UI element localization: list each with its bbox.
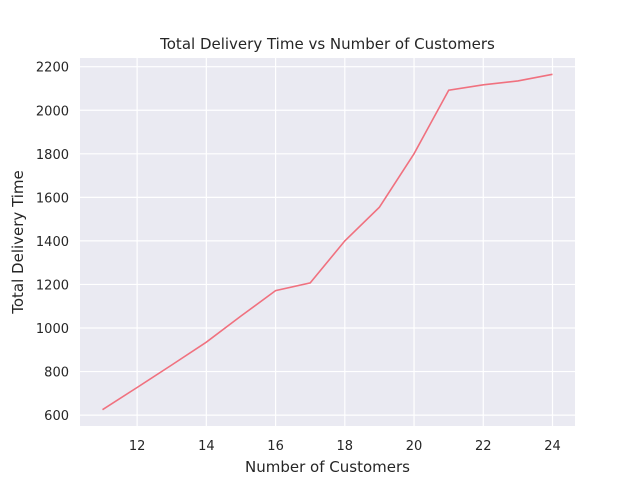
x-tick-label: 14 <box>198 439 215 454</box>
x-tick-label: 18 <box>337 439 354 454</box>
y-axis-label: Total Delivery Time <box>9 170 27 315</box>
y-tick-label: 2200 <box>36 61 69 76</box>
y-tick-labels: 600 800 1000 1200 1400 1600 1800 2000 2200 <box>36 61 69 424</box>
chart-title: Total Delivery Time vs Number of Custome… <box>159 35 495 53</box>
series-line <box>102 73 553 411</box>
y-tick-label: 1400 <box>36 235 69 250</box>
x-tick-labels: 12 14 16 18 20 22 24 <box>129 439 561 454</box>
y-tick-label: 2000 <box>36 104 69 119</box>
y-tick-label: 600 <box>44 409 69 424</box>
x-tick-label: 20 <box>406 439 423 454</box>
y-tick-label: 800 <box>44 366 69 381</box>
x-tick-label: 24 <box>544 439 561 454</box>
y-tick-label: 1200 <box>36 278 69 293</box>
x-axis-label: Number of Customers <box>245 458 410 476</box>
grid-lines <box>80 58 575 426</box>
plot-background <box>80 58 575 426</box>
x-tick-label: 16 <box>267 439 284 454</box>
y-tick-label: 1600 <box>36 191 69 206</box>
y-tick-label: 1800 <box>36 148 69 163</box>
x-tick-label: 12 <box>129 439 146 454</box>
y-tick-label: 1000 <box>36 322 69 337</box>
x-tick-label: 22 <box>475 439 492 454</box>
